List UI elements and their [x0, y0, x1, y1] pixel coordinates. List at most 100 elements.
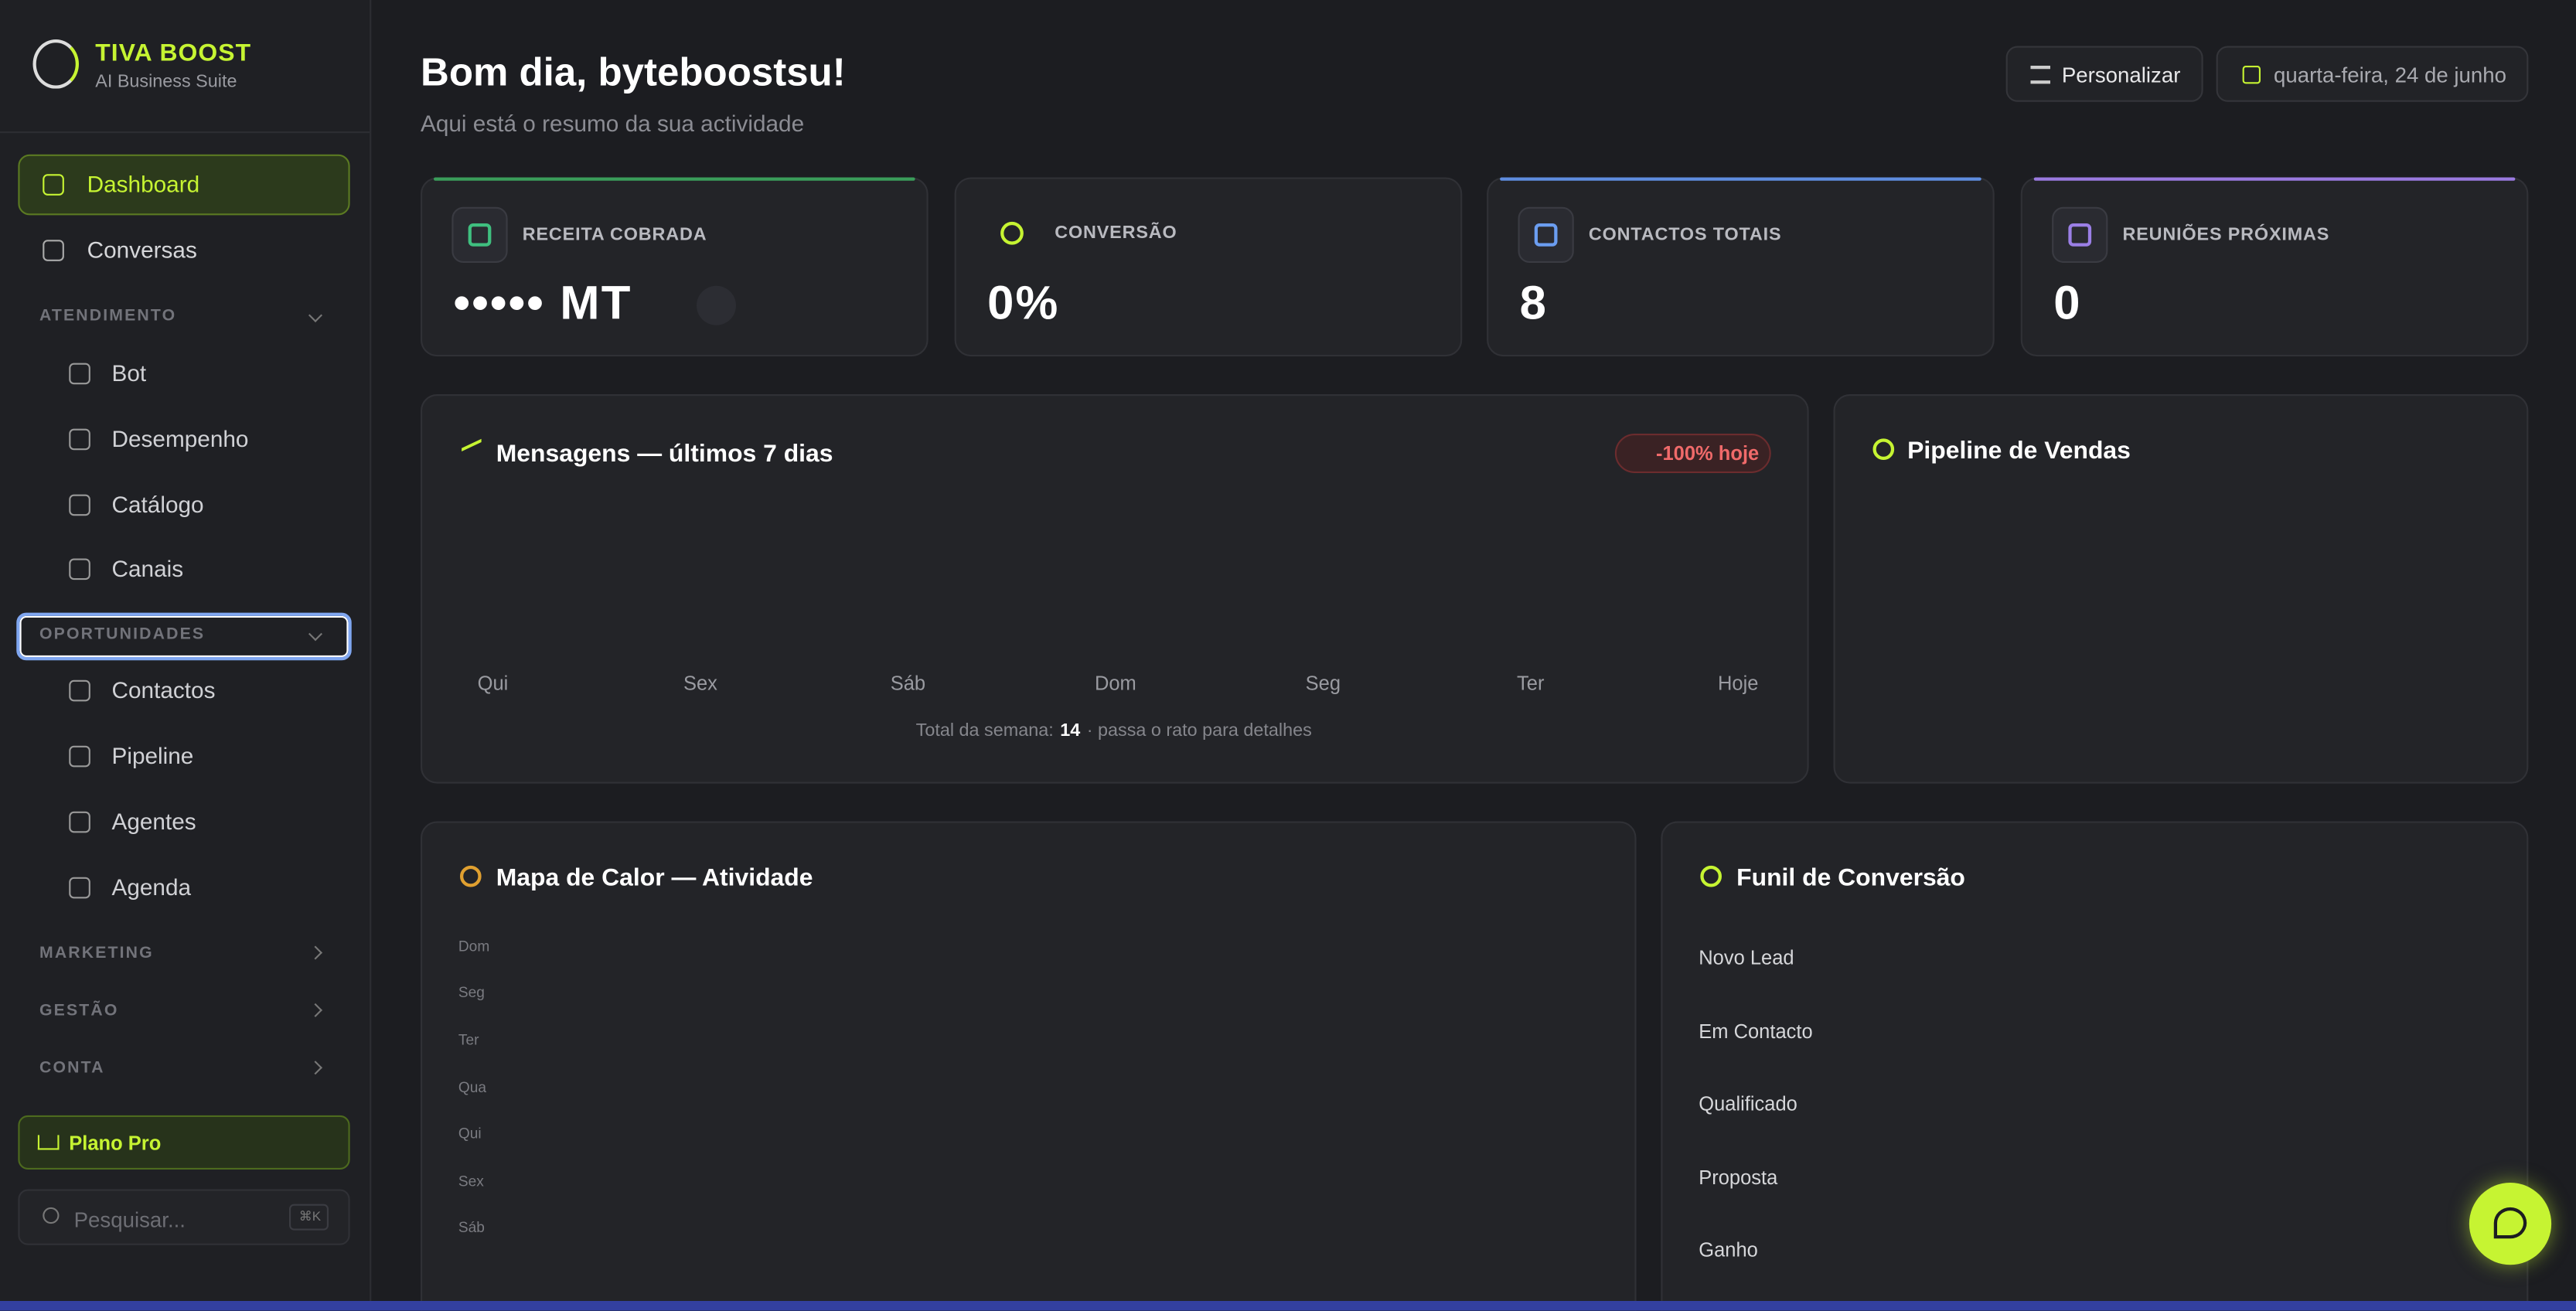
stat-value: ••••• MT [453, 277, 632, 330]
customize-label: Personalizar [2061, 62, 2181, 87]
nav-item: Canais [111, 555, 184, 582]
badge-label: -100% hoje [1656, 441, 1760, 465]
section-title: GESTÃO [39, 1002, 119, 1020]
eye-button[interactable] [697, 285, 736, 325]
x-tick-label: Sex [683, 672, 717, 695]
card-icon-glyph [1000, 221, 1024, 245]
card-icon-glyph [468, 223, 492, 247]
x-tick-label: Ter [1517, 672, 1545, 695]
nav-icon [69, 363, 90, 385]
nav-item: Contactos [111, 676, 216, 703]
card-icon [1518, 206, 1574, 263]
nav-icon [69, 558, 90, 581]
total-note: · passa o rato para detalhes [1086, 720, 1312, 741]
card-icon-glyph [1534, 223, 1558, 247]
x-tick-label: Sáb [890, 672, 926, 695]
card-icon [2052, 206, 2108, 263]
nav-active[interactable] [18, 154, 350, 216]
row-label: Sáb [458, 1219, 485, 1236]
date-button[interactable]: quarta-feira, 24 de junho [2216, 46, 2529, 102]
card-accent [2033, 177, 2516, 181]
nav-item: Conversas [87, 237, 197, 263]
browser-strip [0, 1301, 2576, 1311]
plan-box[interactable] [18, 1115, 350, 1170]
card-icon-glyph [2068, 223, 2092, 247]
pipeline-icon [1872, 438, 1895, 460]
heatmap-panel [421, 821, 1637, 1311]
greeting: Bom dia, byteboostsu! [421, 50, 846, 96]
card-icon [451, 206, 508, 263]
badge [1614, 434, 1771, 473]
card-accent [1500, 177, 1981, 181]
row-label: Dom [458, 937, 490, 955]
nav-icon [69, 494, 90, 516]
funnel-label: Em Contacto [1699, 1019, 1813, 1043]
funnel-label: Novo Lead [1699, 946, 1794, 969]
messages-panel [421, 394, 1809, 784]
search: Pesquisar... [73, 1206, 186, 1231]
stat-label: REUNIÕES PRÓXIMAS [2122, 224, 2330, 244]
section-focus [16, 612, 352, 661]
nav-item: Catálogo [111, 491, 204, 518]
pipeline-panel [1833, 394, 2529, 784]
stat-label: CONVERSÃO [1055, 222, 1177, 243]
crown [37, 1135, 60, 1150]
plan: Plano Pro [69, 1132, 162, 1155]
x-tick-label: Seg [1305, 672, 1341, 695]
nav-icon [69, 679, 90, 702]
logo-icon [32, 39, 79, 89]
section-title: CONTA [39, 1059, 105, 1078]
nav-item: Agentes [111, 808, 196, 835]
nav-item: Bot [111, 359, 147, 386]
customize-button[interactable]: Personalizar [2005, 46, 2203, 102]
pipeline-title: Pipeline de Vendas [1907, 436, 2131, 465]
nav-icon [69, 428, 90, 451]
nav-icon [43, 174, 64, 196]
stat-value: 8 [1519, 277, 1549, 330]
nav-item: Pipeline [111, 742, 194, 769]
row-label: Ter [458, 1031, 479, 1048]
funnel-label: Ganho [1699, 1238, 1758, 1262]
stat-label: RECEITA COBRADA [522, 224, 707, 244]
stat-card [954, 177, 1463, 357]
nav-item: Agenda [111, 873, 192, 901]
funnel-title: Funil de Conversão [1736, 863, 1965, 891]
divider [0, 131, 370, 134]
nav-item: Desempenho [111, 425, 249, 452]
clock-icon [460, 865, 482, 887]
row-label: Qui [458, 1125, 482, 1142]
nav-icon [69, 877, 90, 899]
funnel-label: Qualificado [1699, 1092, 1797, 1115]
shortcut-box [289, 1204, 329, 1231]
stat-value: 0% [987, 277, 1060, 330]
total: 14 [1060, 720, 1081, 741]
row-label: Qua [458, 1078, 487, 1095]
stat-card [421, 177, 929, 357]
nav-icon [69, 811, 90, 833]
chat-icon [2493, 1207, 2527, 1239]
subtitle: Aqui está o resumo da sua actividade [421, 110, 805, 137]
total-line: Total da semana: 14 · passa o rato para de… [916, 721, 1312, 741]
x-tick-label: Qui [477, 672, 509, 695]
section-title: MARKETING [39, 944, 154, 963]
stat-label: CONTACTOS TOTAIS [1588, 224, 1782, 244]
total-label: Total da semana: [915, 720, 1054, 741]
sidebar [0, 0, 372, 1311]
funnel-label: Proposta [1699, 1165, 1778, 1189]
search-box[interactable] [18, 1189, 350, 1245]
card-accent [434, 177, 915, 181]
nav-icon [43, 240, 64, 261]
section-title: ATENDIMENTO [39, 307, 177, 325]
x-tick-label: Dom [1094, 672, 1136, 695]
x-tick-label: Hoje [1718, 672, 1759, 695]
shortcut: ⌘K [298, 1209, 322, 1224]
funnel-panel [1661, 821, 2529, 1311]
row-label: Sex [458, 1172, 484, 1190]
row-label: Seg [458, 984, 485, 1001]
stat-card [1487, 177, 1995, 357]
funnel-icon [1700, 865, 1722, 887]
brand: TIVA BOOST [95, 38, 252, 67]
search-icon [43, 1207, 60, 1224]
date-label: quarta-feira, 24 de junho [2274, 62, 2507, 87]
